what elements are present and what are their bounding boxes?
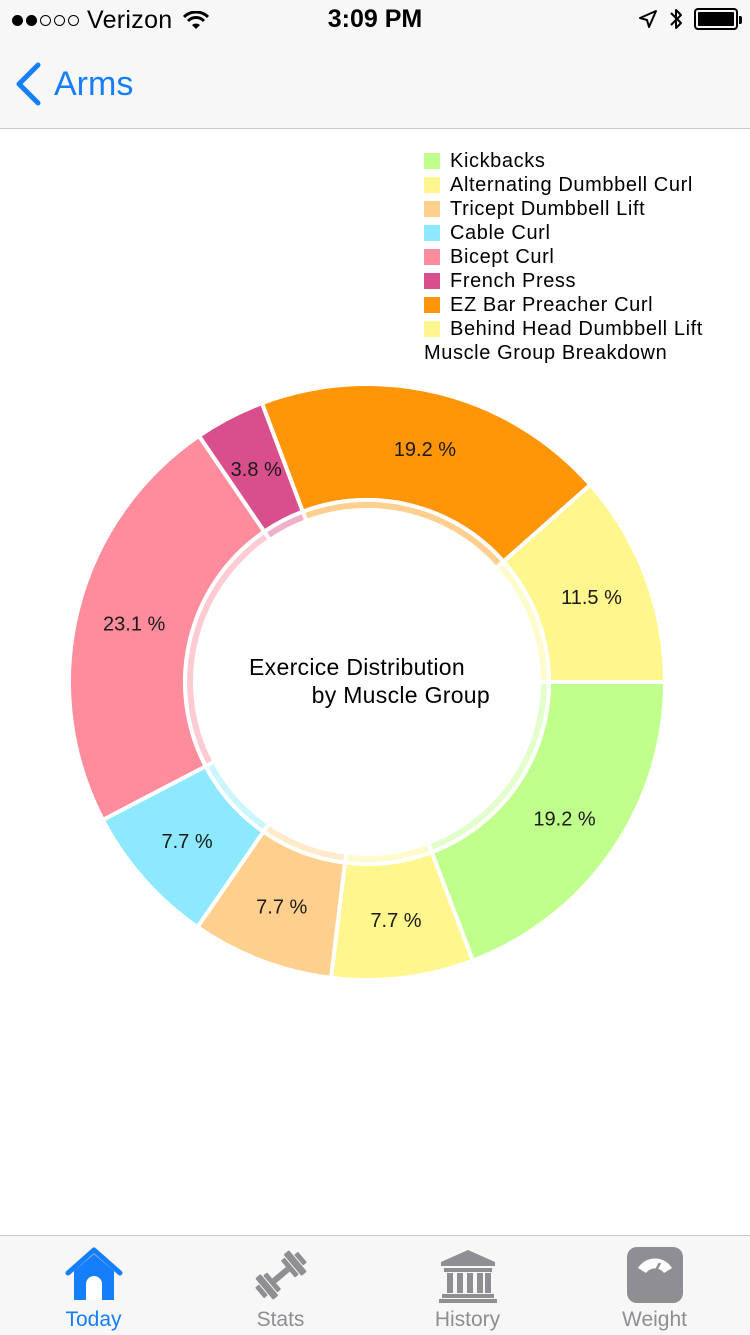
tab-weight[interactable]: Weight	[561, 1236, 748, 1335]
legend-label: EZ Bar Preacher Curl	[450, 293, 654, 316]
status-time: 3:09 PM	[327, 5, 423, 33]
back-button-label: Arms	[54, 64, 134, 103]
legend-item: Kickbacks	[424, 149, 703, 173]
legend-item: Alternating Dumbbell Curl	[424, 173, 703, 197]
legend-swatch	[424, 153, 440, 169]
museum-icon	[438, 1250, 497, 1303]
donut-slice	[67, 433, 268, 823]
chart-legend: Kickbacks Alternating Dumbbell Curl Tricep…	[424, 149, 703, 365]
legend-swatch	[424, 225, 440, 241]
chart-center-title: Exercice Distribution by Muscle Group	[230, 653, 500, 709]
slice-value-label: 3.8 %	[231, 459, 282, 481]
house-icon	[65, 1247, 122, 1300]
slice-value-label: 19.2 %	[533, 808, 595, 830]
tab-weight-label: Weight	[622, 1308, 687, 1331]
slice-value-label: 11.5 %	[561, 587, 622, 609]
status-bar: Verizon 3:09 PM	[0, 0, 750, 40]
legend-label: Cable Curl	[450, 221, 551, 244]
donut-slice-inner-ring	[493, 558, 552, 684]
tab-stats-label: Stats	[256, 1308, 305, 1331]
legend-swatch	[424, 321, 440, 337]
legend-title: Muscle Group Breakdown	[424, 342, 668, 364]
tab-stats[interactable]: Stats	[187, 1236, 374, 1335]
battery-icon	[694, 8, 742, 30]
legend-item: EZ Bar Preacher Curl	[424, 293, 703, 317]
tab-today[interactable]: Today	[0, 1236, 187, 1335]
legend-label: Bicept Curl	[450, 245, 555, 268]
legend-label: Behind Head Dumbbell Lift	[450, 317, 703, 340]
legend-item: Bicept Curl	[424, 245, 703, 269]
legend-item: Tricept Dumbbell Lift	[424, 197, 703, 221]
legend-item: Cable Curl	[424, 221, 703, 245]
legend-swatch	[424, 273, 440, 289]
bluetooth-icon	[670, 9, 682, 29]
legend-label: Alternating Dumbbell Curl	[450, 173, 693, 196]
slice-value-label: 7.7 %	[256, 896, 307, 918]
legend-swatch	[424, 177, 440, 193]
signal-strength-icon	[12, 15, 79, 26]
back-button[interactable]: Arms	[14, 62, 133, 106]
slice-value-label: 7.7 %	[370, 910, 421, 932]
legend-swatch	[424, 297, 440, 313]
legend-item: Behind Head Dumbbell Lift	[424, 317, 703, 341]
status-right	[638, 7, 742, 31]
tab-history-label: History	[434, 1308, 501, 1331]
legend-swatch	[424, 249, 440, 265]
chart-area: 19.2 % 7.7 % 7.7 % 7.7 % 23.1 % 3.8 % 19.2 % 11…	[0, 129, 750, 1234]
chevron-left-icon	[16, 62, 41, 106]
legend-item: French Press	[424, 269, 703, 293]
tab-today-label: Today	[65, 1308, 122, 1331]
tab-history[interactable]: History	[374, 1236, 561, 1335]
carrier-name: Verizon	[87, 6, 173, 34]
slice-value-label: 7.7 %	[162, 831, 213, 853]
slice-value-label: 23.1 %	[103, 614, 165, 636]
status-left: Verizon	[12, 6, 209, 35]
legend-label: French Press	[450, 269, 577, 292]
slice-value-label: 19.2 %	[394, 439, 456, 461]
legend-label: Kickbacks	[450, 149, 546, 172]
navigation-bar: Arms	[0, 40, 750, 129]
legend-swatch	[424, 201, 440, 217]
tab-bar: Today Stats History	[0, 1235, 750, 1335]
center-title-line-1: Exercice Distribution	[249, 654, 465, 680]
donut-chart: 19.2 % 7.7 % 7.7 % 7.7 % 23.1 % 3.8 % 19.2 % 11…	[67, 382, 668, 982]
dumbbell-icon	[254, 1250, 307, 1300]
center-title-line-2: by Muscle Group	[311, 682, 490, 708]
scale-icon	[626, 1247, 683, 1303]
wifi-icon	[182, 10, 209, 29]
legend-label: Tricept Dumbbell Lift	[450, 197, 646, 220]
location-arrow-icon	[639, 10, 657, 28]
